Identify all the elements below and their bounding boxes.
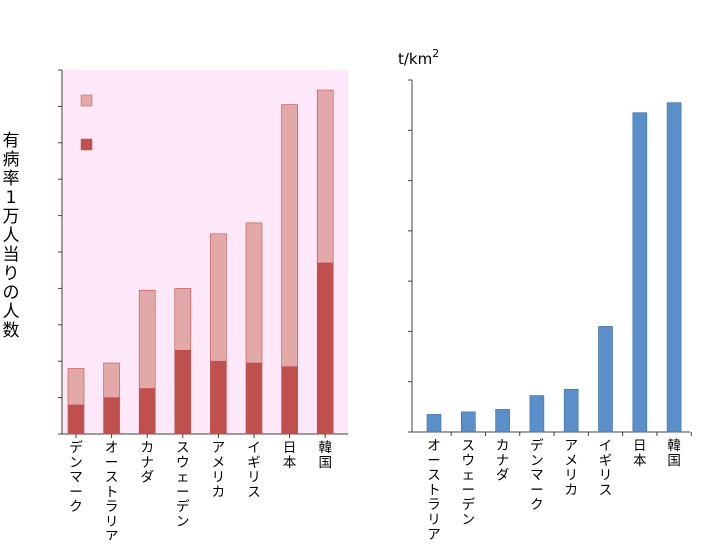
chart-1-bar-autism bbox=[316, 262, 334, 435]
chart-2-x-tick-label: イギリス bbox=[599, 438, 613, 498]
chart-1-x-tick-label: イギリス bbox=[247, 440, 261, 500]
chart-2-x-tick-label: 韓国 bbox=[667, 438, 681, 469]
chart-1-y-axis-label: 有病率 1 万人当りの人数 bbox=[3, 131, 20, 341]
chart-1-x-tick-label: デンマーク bbox=[69, 439, 83, 515]
chart-1-x-tick-label: 韓国 bbox=[318, 440, 332, 471]
chart-1-legend-swatch bbox=[80, 138, 93, 151]
chart-2-bar bbox=[563, 388, 579, 433]
chart-2-x-tick-label: カナダ bbox=[496, 438, 510, 484]
chart-1-x-tick-label: スウェーデン bbox=[176, 440, 190, 530]
chart-2-bar bbox=[632, 112, 648, 433]
chart-2-x-tick-label: 日本 bbox=[633, 438, 647, 469]
chart-1-bar-autism bbox=[245, 362, 263, 435]
chart-1-x-tick-label: アメリカ bbox=[212, 440, 226, 500]
chart-1-bar-autism bbox=[281, 366, 298, 435]
chart-2-bar bbox=[460, 411, 476, 433]
chart-2-x-tick-label: デンマーク bbox=[530, 437, 544, 513]
chart-2-bar bbox=[529, 395, 545, 433]
chart-1-x-tick-label: オーストラリア bbox=[105, 440, 119, 540]
chart-1-bar-pdd bbox=[103, 362, 120, 398]
chart-2-bar bbox=[495, 409, 510, 433]
chart-1-legend-swatch bbox=[80, 94, 93, 107]
chart-1-bar-pdd bbox=[245, 222, 263, 364]
chart-1-bar-autism bbox=[174, 349, 192, 435]
chart-1-bar-pdd bbox=[174, 288, 192, 351]
chart-2-x-tick-label: スウェーデン bbox=[462, 438, 476, 528]
chart-1-bar-pdd bbox=[316, 89, 334, 264]
chart-2-y-axis-label: t/km2 bbox=[398, 47, 439, 68]
chart-1-bar-pdd bbox=[210, 233, 227, 362]
chart-1-bar-pdd bbox=[138, 289, 156, 389]
chart-1-bar-autism bbox=[67, 404, 85, 435]
chart-2-bar bbox=[666, 102, 682, 433]
chart-1-x-tick-label: カナダ bbox=[140, 440, 154, 486]
chart-1-bar-autism bbox=[210, 360, 227, 435]
chart-1-bar-autism bbox=[138, 388, 156, 435]
chart-1-bar-pdd bbox=[67, 368, 85, 406]
chart-2-bar bbox=[598, 326, 613, 433]
chart-1-bar-autism bbox=[103, 397, 120, 435]
chart-2-x-tick-label: アメリカ bbox=[564, 438, 578, 498]
chart-1-bar-pdd bbox=[281, 104, 298, 367]
chart-2-bar bbox=[426, 414, 442, 433]
chart-2-x-tick-label: オーストラリア bbox=[427, 438, 441, 540]
chart-1-x-tick-label: 日本 bbox=[283, 440, 297, 471]
